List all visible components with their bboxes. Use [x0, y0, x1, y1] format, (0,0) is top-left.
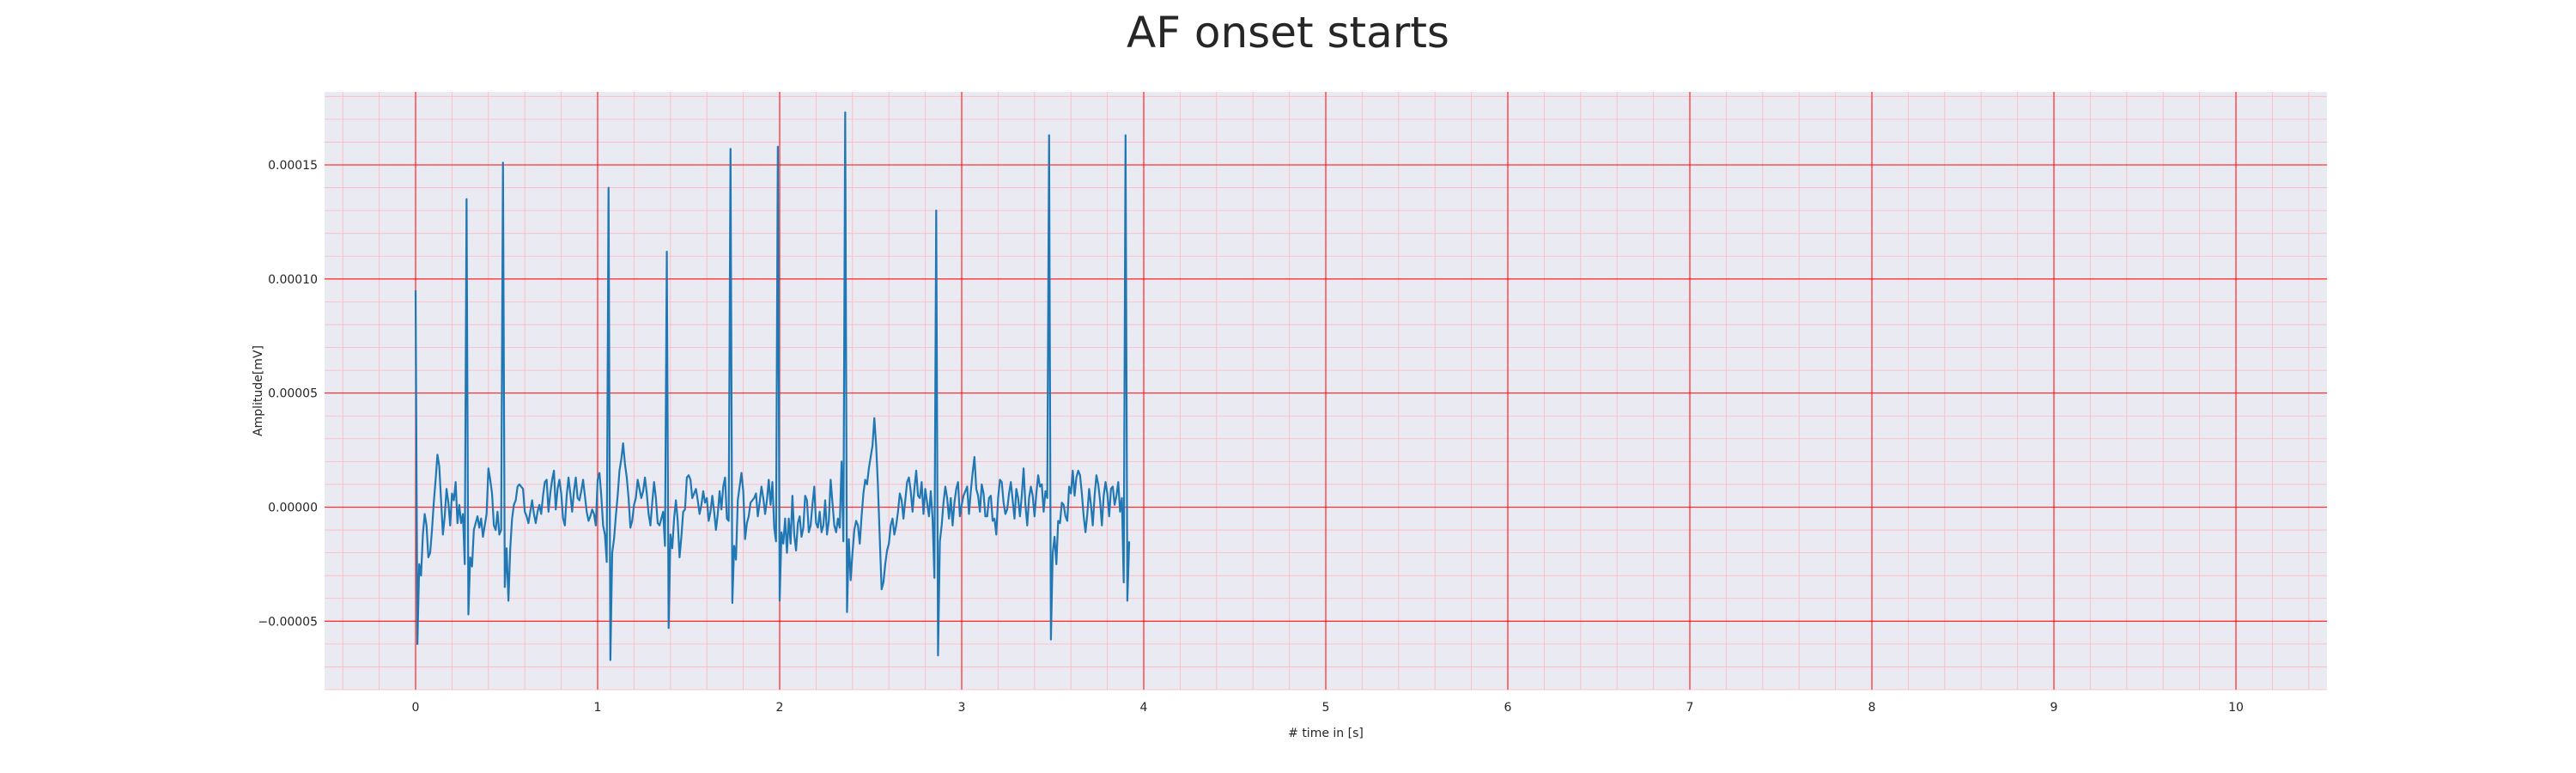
x-tick-label: 3 — [958, 701, 966, 715]
y-tick-label: 0.00010 — [268, 273, 318, 287]
x-tick-label: 6 — [1504, 701, 1512, 715]
x-tick-label: 4 — [1140, 701, 1148, 715]
x-tick-label: 5 — [1322, 701, 1330, 715]
x-tick-label: 8 — [1868, 701, 1876, 715]
ecg-series-line — [414, 111, 1131, 661]
x-tick-label: 10 — [2228, 701, 2244, 715]
x-tick-label: 7 — [1686, 701, 1694, 715]
x-axis-label: # time in [s] — [1288, 727, 1364, 740]
y-tick-label: −0.00005 — [258, 615, 318, 629]
x-tick-label: 0 — [412, 701, 420, 715]
x-tick-label: 1 — [594, 701, 602, 715]
y-axis-label: Amplitude[mV] — [252, 345, 265, 436]
major-grid — [325, 92, 2327, 690]
y-tick-label: 0.00005 — [268, 387, 318, 401]
x-axis-ticks: 0 1 2 3 4 5 6 7 8 9 10 — [412, 701, 2244, 715]
x-tick-label: 2 — [776, 701, 784, 715]
chart-title: AF onset starts — [1127, 8, 1449, 58]
y-tick-label: 0.00015 — [268, 159, 318, 173]
y-tick-label: 0.00000 — [268, 501, 318, 514]
x-tick-label: 9 — [2050, 701, 2058, 715]
y-axis-ticks: −0.00005 0.00000 0.00005 0.00010 0.00015 — [258, 159, 318, 629]
